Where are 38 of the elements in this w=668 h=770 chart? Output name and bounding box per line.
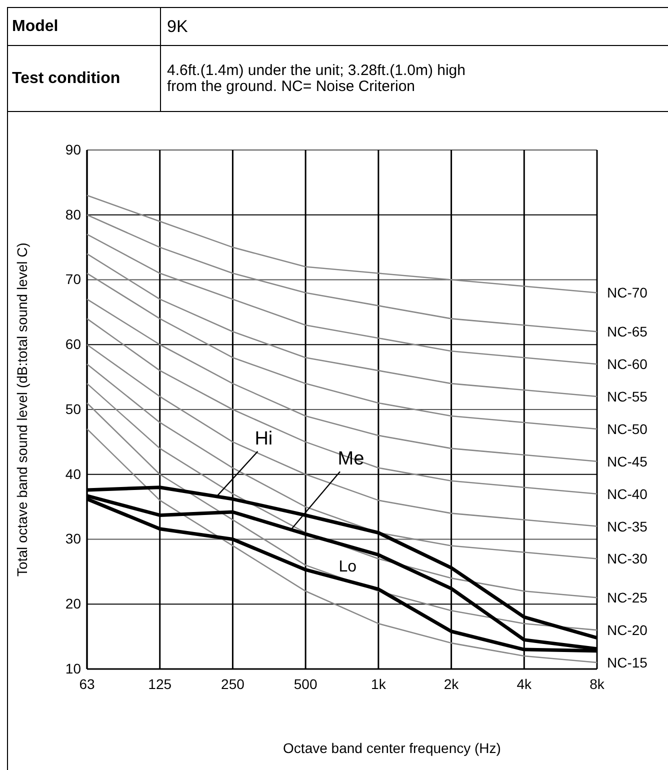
- series-label: NC-15: [607, 654, 648, 671]
- x-axis-title: Octave band center frequency (Hz): [283, 740, 501, 756]
- series-label: NC-20: [607, 622, 648, 638]
- series-label: NC-70: [607, 284, 648, 301]
- series-label: NC-40: [607, 486, 648, 502]
- x-tick-label: 1k: [371, 676, 387, 692]
- text: 9K: [166, 16, 189, 38]
- x-tick-label: 500: [294, 676, 318, 692]
- series-label: NC-60: [607, 356, 648, 372]
- text: Hi: [254, 428, 273, 450]
- y-tick-label: 60: [65, 336, 82, 352]
- x-tick-label: 63: [79, 676, 95, 692]
- series-label: NC-30: [607, 550, 648, 567]
- series-label: Lo: [338, 558, 357, 576]
- series-label: NC-65: [607, 324, 648, 340]
- x-tick-label: 125: [148, 676, 172, 692]
- series-label: NC-25: [607, 590, 648, 606]
- y-tick-label: 80: [65, 206, 82, 222]
- y-axis-title: Total octave band sound level (dB:total sound level C): [14, 242, 30, 576]
- x-tick-label: 2k: [444, 676, 460, 692]
- y-tick-label: 90: [65, 141, 82, 158]
- y-tick-label: 20: [65, 596, 82, 612]
- text: Test condition: [8, 46, 161, 111]
- y-tick-label: 40: [65, 466, 82, 482]
- text: 4.6ft.(1.4m) under the unit; 3.28ft.(1.0m) high from the ground. NC= Noise Criterion: [166, 60, 466, 96]
- series-label: NC-35: [607, 518, 648, 534]
- x-tick-label: 8k: [590, 676, 606, 692]
- y-tick-label: 30: [65, 530, 82, 547]
- text: Me: [338, 448, 364, 470]
- y-tick-label: 10: [65, 660, 82, 676]
- series-label: NC-50: [607, 420, 648, 437]
- series-label: NC-45: [607, 453, 648, 470]
- y-tick-label: 50: [65, 400, 82, 417]
- x-tick-label: 250: [221, 676, 245, 692]
- series-label: NC-55: [607, 388, 648, 405]
- y-tick-label: 70: [65, 271, 82, 288]
- text: Model: [8, 8, 161, 45]
- x-tick-label: 4k: [516, 676, 533, 692]
